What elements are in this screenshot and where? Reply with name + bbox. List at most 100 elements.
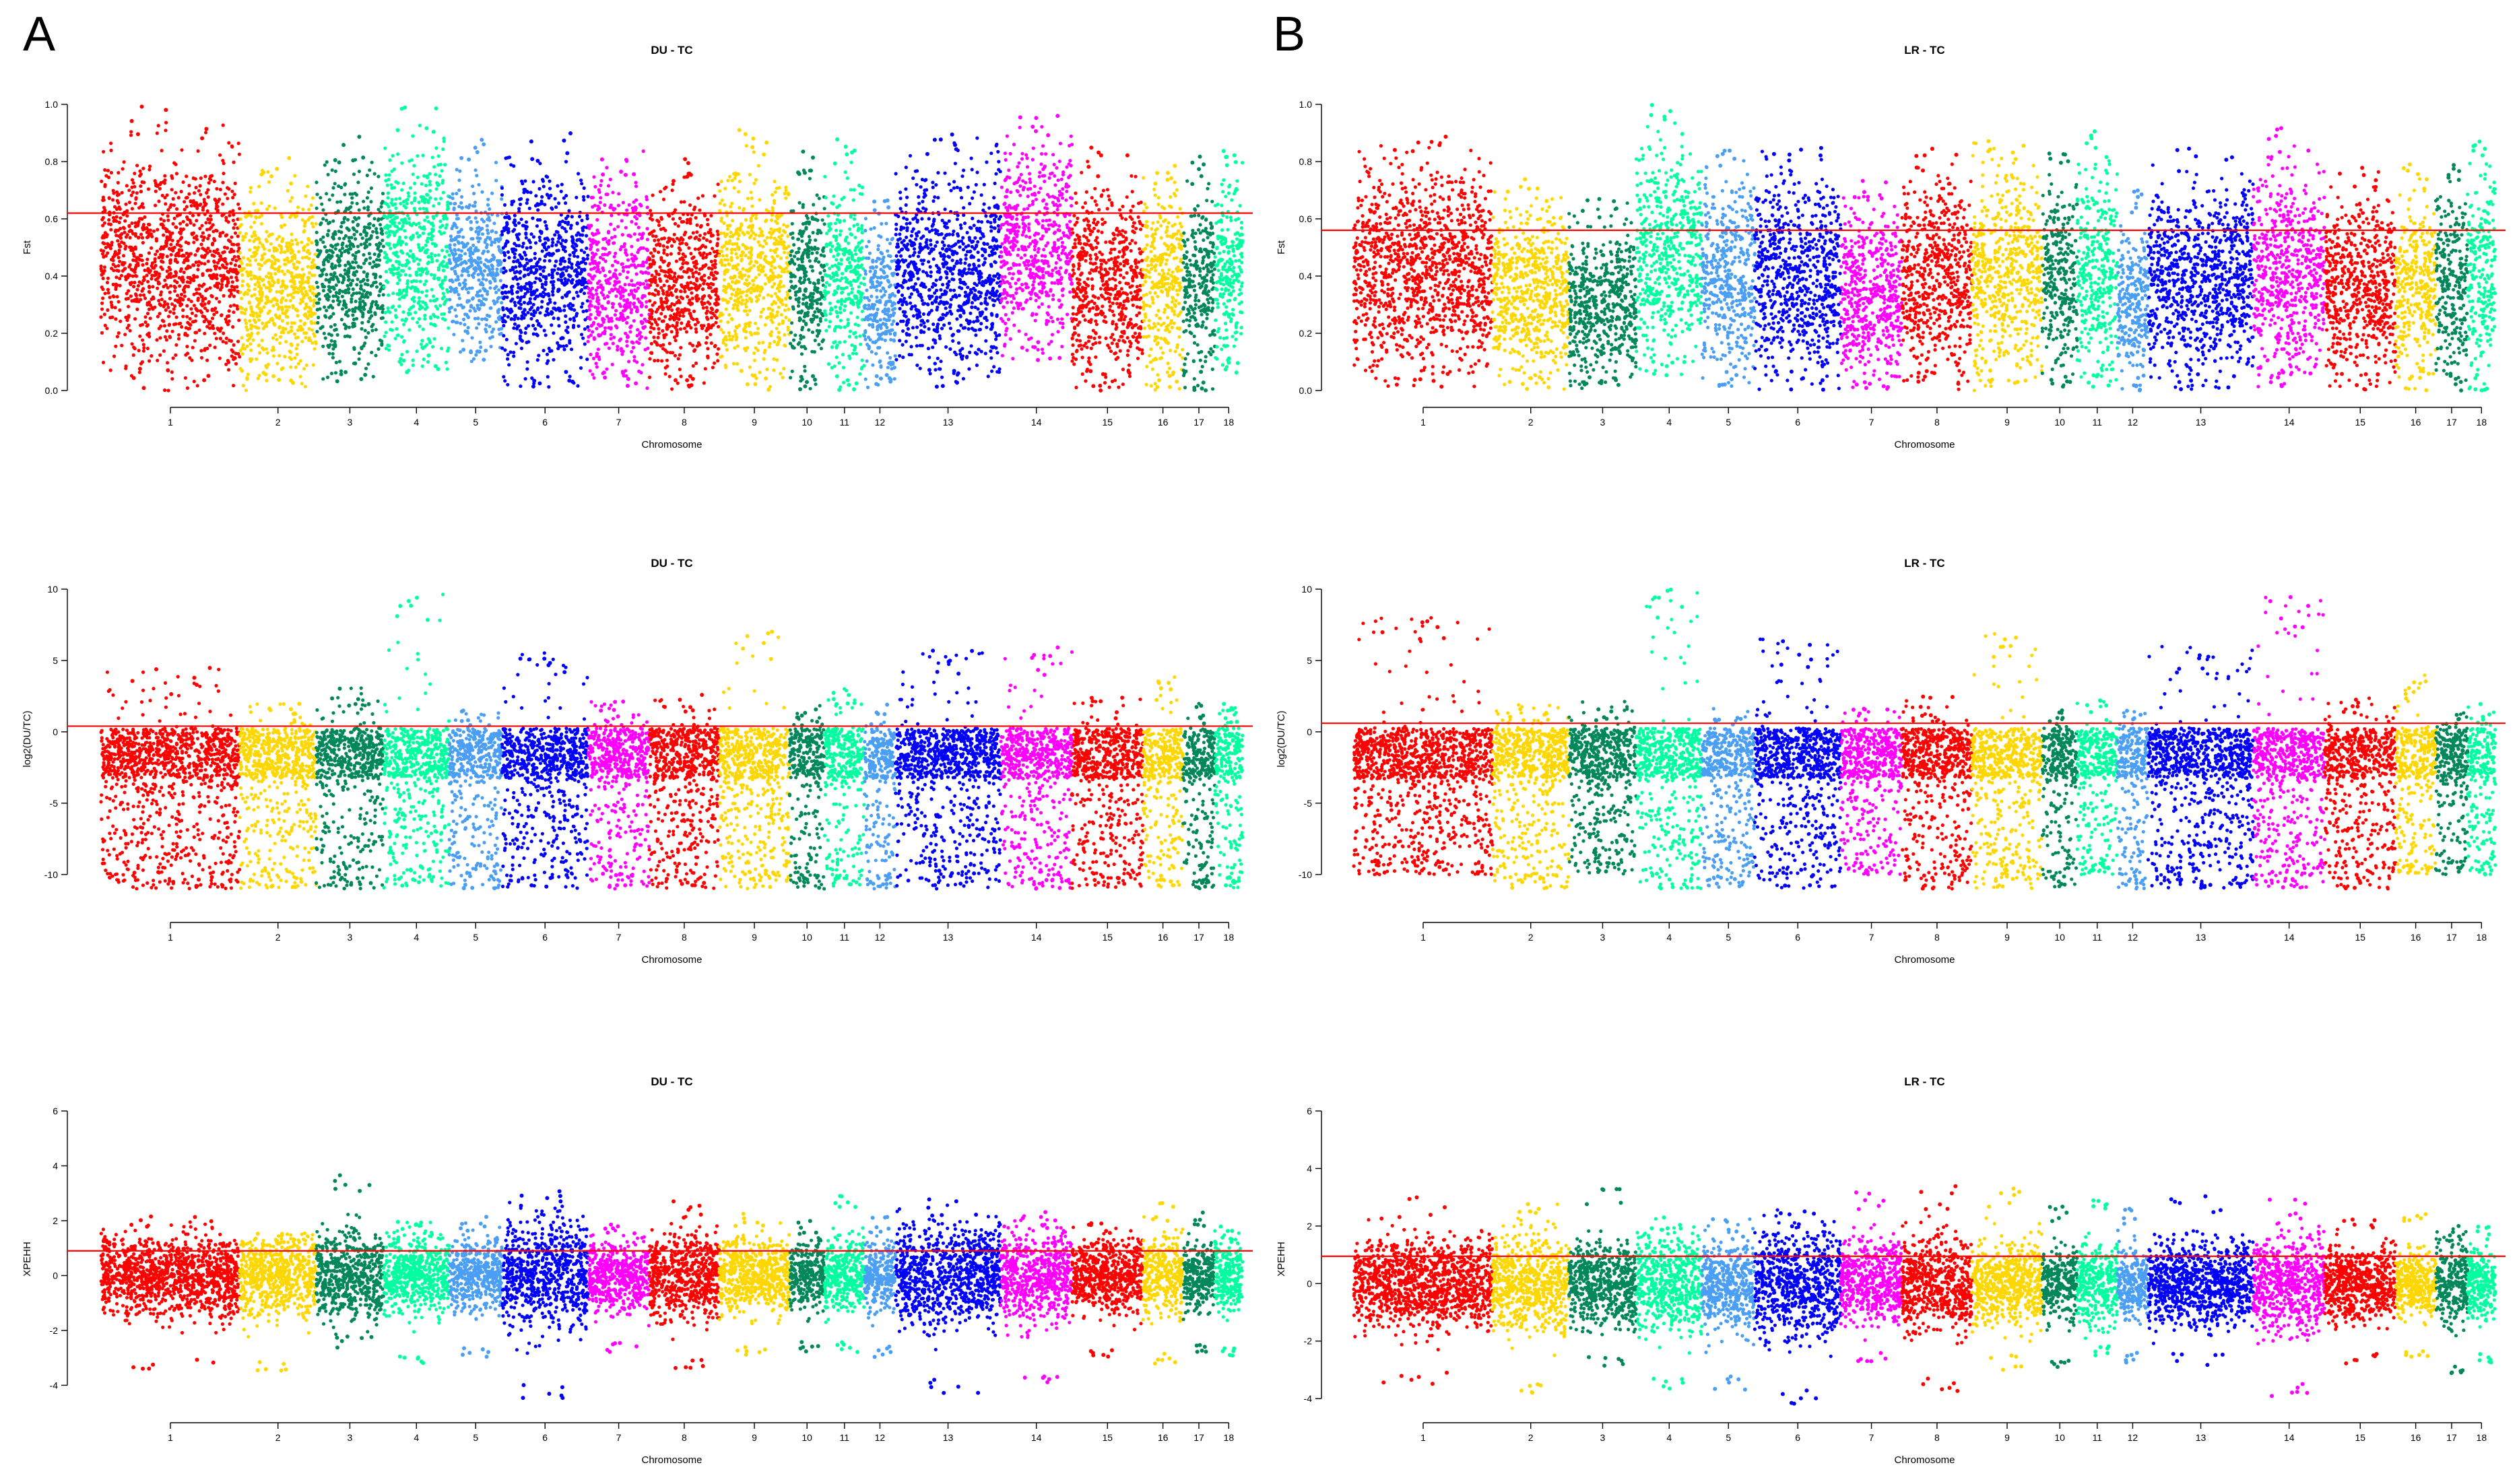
chromosome-1-points — [1352, 616, 1495, 876]
x-tick-label: 14 — [1031, 932, 1042, 943]
chromosome-3-points — [1567, 700, 1637, 875]
chromosome-1-points — [99, 104, 241, 392]
x-tick-label: 18 — [2477, 1432, 2487, 1443]
plot-title: LR - TC — [1904, 1075, 1944, 1088]
x-tick-label: 3 — [348, 1432, 353, 1443]
x-tick-label: 10 — [802, 1432, 812, 1443]
x-tick-label: 6 — [1795, 932, 1800, 943]
y-tick-label: 2 — [53, 1215, 58, 1226]
x-tick-label: 1 — [1420, 1432, 1426, 1443]
chromosome-2-points — [1491, 1202, 1571, 1394]
x-tick-label: 16 — [1158, 1432, 1169, 1443]
chromosome-7-points — [1839, 1190, 1904, 1363]
x-tick-label: 15 — [1103, 932, 1113, 943]
y-tick-label: 1.0 — [1299, 99, 1313, 110]
chromosome-1-points — [1352, 1195, 1494, 1386]
chromosome-11-points — [2076, 129, 2119, 389]
x-tick-label: 13 — [943, 932, 954, 943]
chromosome-15-points — [1070, 145, 1144, 393]
x-tick-label: 11 — [840, 932, 850, 943]
y-tick-label: -10 — [1299, 869, 1312, 880]
x-tick-label: 16 — [1158, 932, 1169, 943]
chromosome-6-points — [501, 1189, 590, 1400]
x-tick-label: 14 — [2284, 417, 2295, 428]
chromosome-15-points — [2323, 1217, 2397, 1365]
x-tick-label: 8 — [682, 932, 687, 943]
y-tick-label: 0.2 — [45, 328, 59, 339]
manhattan-figure: A B DU - TC0.00.20.40.60.81.0Fst1 2 3 4 5 6 7 8… — [0, 0, 2519, 1484]
chromosome-9-points — [1970, 1186, 2043, 1372]
chromosome-11-points — [823, 1194, 867, 1354]
x-tick-label: 1 — [168, 932, 173, 943]
x-tick-label: 13 — [943, 417, 954, 428]
x-tick-label: 10 — [2054, 1432, 2065, 1443]
chromosome-17-points — [2434, 711, 2470, 876]
chromosome-10-points — [788, 1219, 826, 1353]
y-tick-label: -2 — [50, 1325, 59, 1336]
y-tick-label: 6 — [1307, 1106, 1312, 1116]
x-tick-label: 10 — [802, 417, 812, 428]
y-tick-label: 10 — [1301, 584, 1312, 595]
y-tick-label: 2 — [1307, 1221, 1312, 1232]
y-axis-label: log2(DU/TC) — [22, 710, 33, 767]
chromosome-14-points — [1000, 646, 1074, 891]
x-tick-label: 10 — [2054, 417, 2065, 428]
y-axis-label: Fst — [22, 240, 33, 255]
x-tick-label: 11 — [2093, 417, 2103, 428]
y-tick-label: -4 — [1304, 1393, 1313, 1404]
x-tick-label: 4 — [414, 417, 419, 428]
x-tick-label: 5 — [1726, 417, 1731, 428]
x-tick-label: 9 — [752, 1432, 757, 1443]
chromosome-13-points — [2147, 147, 2255, 391]
x-tick-label: 3 — [1600, 932, 1606, 943]
x-tick-label: 14 — [1031, 1432, 1042, 1443]
chromosome-14-points — [999, 114, 1074, 362]
y-axis-label: XPEHH — [22, 1242, 33, 1277]
chromosome-14-points — [2252, 126, 2326, 388]
chromosome-10-points — [2041, 708, 2079, 888]
chromosome-18-points — [2466, 1225, 2497, 1365]
y-tick-label: 5 — [1307, 655, 1312, 666]
chromosome-16-points — [2394, 1212, 2438, 1359]
x-tick-label: 7 — [1869, 932, 1874, 943]
chromosome-9-points — [1970, 139, 2043, 393]
y-tick-label: -2 — [1304, 1336, 1313, 1347]
y-tick-label: 0.0 — [1299, 385, 1313, 396]
y-tick-label: 0.6 — [1299, 213, 1313, 224]
x-tick-label: 5 — [1726, 1432, 1731, 1443]
chromosome-15-points — [2323, 166, 2397, 391]
x-tick-label: 4 — [414, 932, 419, 943]
x-tick-label: 1 — [1420, 417, 1426, 428]
x-tick-label: 4 — [1666, 1432, 1672, 1443]
x-tick-label: 4 — [414, 1432, 419, 1443]
x-tick-label: 10 — [2054, 932, 2065, 943]
chromosome-18-points — [1213, 1225, 1244, 1358]
x-tick-label: 3 — [348, 417, 353, 428]
x-tick-label: 8 — [682, 1432, 687, 1443]
x-tick-label: 2 — [1528, 1432, 1534, 1443]
x-tick-label: 3 — [1600, 1432, 1606, 1443]
chromosome-18-points — [2466, 702, 2497, 877]
chromosome-17-points — [1181, 155, 1216, 393]
chromosome-4-points — [1635, 1215, 1704, 1390]
chromosome-10-points — [2041, 1205, 2079, 1369]
y-tick-label: 0.2 — [1299, 328, 1313, 339]
chromosome-14-points — [2252, 595, 2326, 889]
x-tick-label: 13 — [943, 1432, 954, 1443]
chromosome-18-points — [1214, 149, 1245, 374]
x-axis-label: Chromosome — [641, 439, 702, 450]
y-tick-label: 0.4 — [1299, 271, 1313, 281]
y-axis-label: log2(DU/TC) — [1276, 710, 1287, 767]
x-axis-label: Chromosome — [641, 1454, 702, 1466]
x-tick-label: 7 — [616, 1432, 622, 1443]
chromosome-16-points — [2394, 162, 2438, 392]
chromosome-6-points — [500, 651, 590, 889]
x-tick-label: 7 — [1869, 1432, 1874, 1443]
x-tick-label: 1 — [168, 417, 173, 428]
x-tick-label: 4 — [1666, 417, 1672, 428]
x-tick-label: 7 — [616, 417, 622, 428]
chromosome-4-points — [1635, 103, 1703, 377]
